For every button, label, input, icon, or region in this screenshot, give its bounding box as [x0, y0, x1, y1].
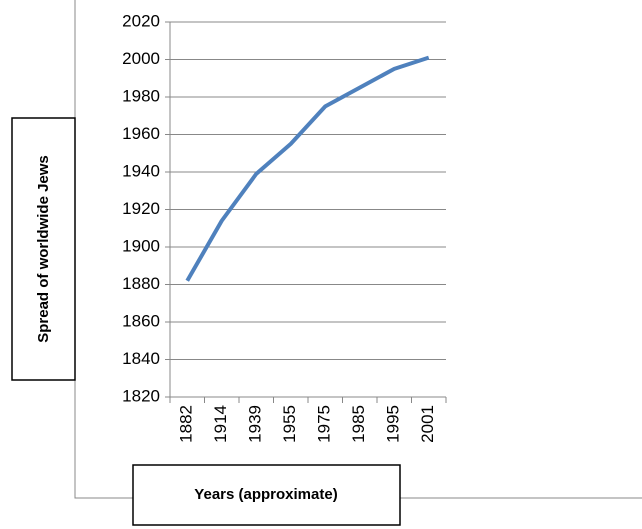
y-tick-label: 1820 — [122, 386, 160, 405]
x-tick-label: 1882 — [177, 405, 196, 443]
x-tick-label: 1995 — [384, 405, 403, 443]
y-axis-label: Spread of worldwide Jews — [35, 155, 52, 343]
y-tick-label: 1880 — [122, 274, 160, 293]
y-tick-label: 1860 — [122, 311, 160, 330]
y-tick-label: 2020 — [122, 11, 160, 30]
y-tick-label: 2000 — [122, 49, 160, 68]
x-tick-label: 2001 — [418, 405, 437, 443]
x-label-box — [132, 464, 401, 526]
x-tick-label: 1955 — [280, 405, 299, 443]
x-tick-label: 1985 — [349, 405, 368, 443]
x-tick-label: 1914 — [211, 405, 230, 443]
x-axis-label: Years (approximate) — [194, 486, 337, 503]
y-tick-label: 1900 — [122, 236, 160, 255]
y-tick-label: 1940 — [122, 161, 160, 180]
data-line — [185, 55, 430, 282]
y-tick-label: 1980 — [122, 86, 160, 105]
y-tick-label: 1840 — [122, 349, 160, 368]
y-label-box — [11, 117, 76, 381]
y-tick-label: 1920 — [122, 199, 160, 218]
x-tick-label: 1975 — [315, 405, 334, 443]
x-tick-label: 1939 — [246, 405, 265, 443]
y-tick-label: 1960 — [122, 124, 160, 143]
